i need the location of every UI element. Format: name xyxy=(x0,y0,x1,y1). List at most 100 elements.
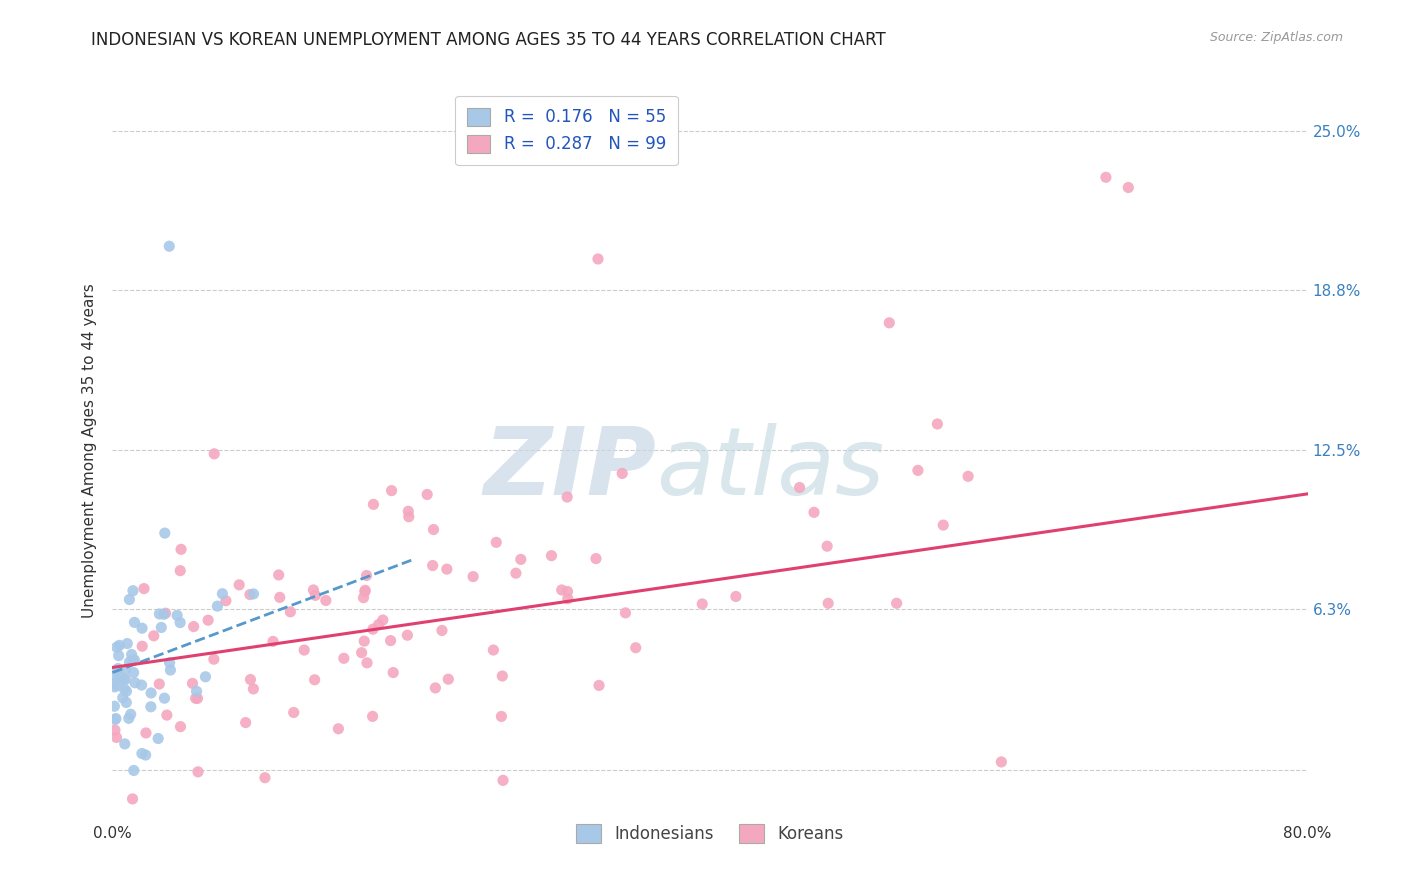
Point xyxy=(118,655,141,669)
Point xyxy=(157,239,180,253)
Point xyxy=(315,593,337,607)
Point xyxy=(239,588,262,602)
Text: INDONESIAN VS KOREAN UNEMPLOYMENT AMONG AGES 35 TO 44 YEARS CORRELATION CHART: INDONESIAN VS KOREAN UNEMPLOYMENT AMONG … xyxy=(91,31,886,49)
Point xyxy=(186,684,208,698)
Point xyxy=(118,592,141,607)
Point xyxy=(202,652,225,666)
Point xyxy=(353,591,375,605)
Point xyxy=(122,583,145,598)
Point xyxy=(815,539,838,553)
Point xyxy=(817,596,839,610)
Point xyxy=(356,656,378,670)
Point xyxy=(396,504,419,518)
Point xyxy=(690,597,713,611)
Point xyxy=(907,463,929,477)
Point xyxy=(361,709,384,723)
Point xyxy=(184,691,207,706)
Point xyxy=(356,568,378,582)
Point xyxy=(380,633,402,648)
Point xyxy=(585,551,607,566)
Point xyxy=(509,552,531,566)
Point xyxy=(242,681,264,696)
Point xyxy=(115,636,138,650)
Point xyxy=(361,622,384,636)
Point xyxy=(927,417,949,431)
Point xyxy=(131,639,153,653)
Point xyxy=(557,584,579,599)
Point xyxy=(425,681,447,695)
Point xyxy=(957,469,980,483)
Point xyxy=(186,691,208,706)
Point xyxy=(103,668,125,682)
Point xyxy=(124,675,146,690)
Y-axis label: Unemployment Among Ages 35 to 44 years: Unemployment Among Ages 35 to 44 years xyxy=(82,283,97,618)
Point xyxy=(363,497,385,511)
Legend: Indonesians, Koreans: Indonesians, Koreans xyxy=(567,814,853,853)
Point xyxy=(104,723,127,737)
Point xyxy=(132,582,155,596)
Point xyxy=(146,731,169,746)
Point xyxy=(304,673,326,687)
Point xyxy=(159,656,181,670)
Point xyxy=(103,699,125,714)
Point xyxy=(228,578,250,592)
Point xyxy=(150,620,173,634)
Point xyxy=(932,518,955,533)
Point xyxy=(114,737,136,751)
Point xyxy=(614,606,637,620)
Point xyxy=(114,673,136,687)
Point xyxy=(624,640,647,655)
Point xyxy=(555,490,578,504)
Point xyxy=(396,628,419,642)
Point xyxy=(181,676,204,690)
Point xyxy=(235,715,257,730)
Point xyxy=(121,648,143,662)
Point xyxy=(612,467,634,481)
Point xyxy=(115,696,138,710)
Point xyxy=(104,676,127,690)
Point xyxy=(156,708,179,723)
Point xyxy=(422,523,444,537)
Point xyxy=(382,665,405,680)
Point xyxy=(111,690,134,705)
Point xyxy=(187,764,209,779)
Text: ZIP: ZIP xyxy=(484,423,657,515)
Point xyxy=(107,648,129,663)
Point xyxy=(551,582,574,597)
Text: atlas: atlas xyxy=(657,424,884,515)
Point xyxy=(142,629,165,643)
Point xyxy=(540,549,562,563)
Point xyxy=(131,747,153,761)
Point xyxy=(166,608,188,623)
Point xyxy=(153,607,176,622)
Point xyxy=(139,699,162,714)
Point xyxy=(118,711,141,725)
Point xyxy=(1095,170,1118,185)
Point xyxy=(588,678,610,692)
Point xyxy=(283,706,305,720)
Point xyxy=(169,720,191,734)
Point xyxy=(115,684,138,698)
Point xyxy=(354,583,377,598)
Point xyxy=(183,619,205,633)
Point xyxy=(153,526,176,541)
Point xyxy=(121,792,143,806)
Point xyxy=(491,669,513,683)
Point xyxy=(135,726,157,740)
Point xyxy=(169,564,191,578)
Point xyxy=(371,613,394,627)
Point xyxy=(211,587,233,601)
Point xyxy=(367,617,389,632)
Point xyxy=(108,639,131,653)
Point xyxy=(586,252,609,266)
Point xyxy=(430,624,453,638)
Point xyxy=(194,670,217,684)
Point xyxy=(105,731,128,745)
Point xyxy=(328,722,350,736)
Point xyxy=(148,607,170,621)
Point xyxy=(105,640,128,655)
Point xyxy=(491,709,513,723)
Point xyxy=(557,591,579,606)
Point xyxy=(333,651,356,665)
Point xyxy=(437,672,460,686)
